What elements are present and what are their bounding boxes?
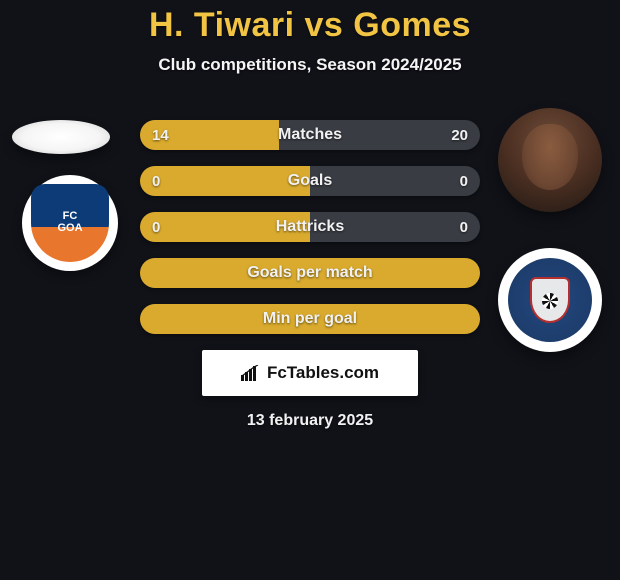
stat-bar-right-segment [279, 120, 480, 150]
comparison-title: H. Tiwari vs Gomes [0, 0, 620, 45]
stat-bar-track [140, 304, 480, 334]
player-left-club-badge: FC GOA [22, 175, 118, 271]
player-right-avatar [498, 108, 602, 212]
club-left-label: FC GOA [57, 211, 82, 234]
club-left-line1: FC [63, 210, 78, 222]
stat-bar-left-segment [140, 166, 310, 196]
brand-box: FcTables.com [202, 350, 418, 396]
stat-bar-track [140, 166, 480, 196]
fc-goa-crest-icon: FC GOA [31, 184, 109, 262]
stat-bars: Matches1420Goals00Hattricks00Goals per m… [140, 120, 480, 350]
card: H. Tiwari vs Gomes Club competitions, Se… [0, 0, 620, 580]
shield-icon [530, 277, 570, 323]
stat-bar: Matches1420 [140, 120, 480, 150]
player-left-avatar-placeholder [12, 120, 110, 154]
stat-bar-left-segment [140, 212, 310, 242]
stat-bar: Goals per match [140, 258, 480, 288]
stat-bar: Hattricks00 [140, 212, 480, 242]
stat-bar-left-value: 0 [152, 212, 160, 242]
stat-bar: Goals00 [140, 166, 480, 196]
jamshedpur-crest-icon [508, 258, 592, 342]
comparison-subtitle: Club competitions, Season 2024/2025 [0, 55, 620, 75]
stat-bar-right-value: 0 [460, 166, 468, 196]
stat-bar-right-segment [310, 166, 480, 196]
stat-bar-right-value: 0 [460, 212, 468, 242]
stat-bar-left-segment [140, 258, 480, 288]
club-left-line2: GOA [57, 222, 82, 234]
stat-bar-right-value: 20 [451, 120, 468, 150]
stat-bar-track [140, 258, 480, 288]
footer-date: 13 february 2025 [0, 412, 620, 430]
stat-bar: Min per goal [140, 304, 480, 334]
stat-bar-track [140, 212, 480, 242]
stat-bar-left-value: 0 [152, 166, 160, 196]
stat-bar-right-segment [310, 212, 480, 242]
player-right-club-badge [498, 248, 602, 352]
brand-text: FcTables.com [267, 363, 379, 383]
stat-bar-left-value: 14 [152, 120, 169, 150]
bar-chart-icon [241, 365, 261, 381]
stat-bar-track [140, 120, 480, 150]
stat-bar-left-segment [140, 304, 480, 334]
